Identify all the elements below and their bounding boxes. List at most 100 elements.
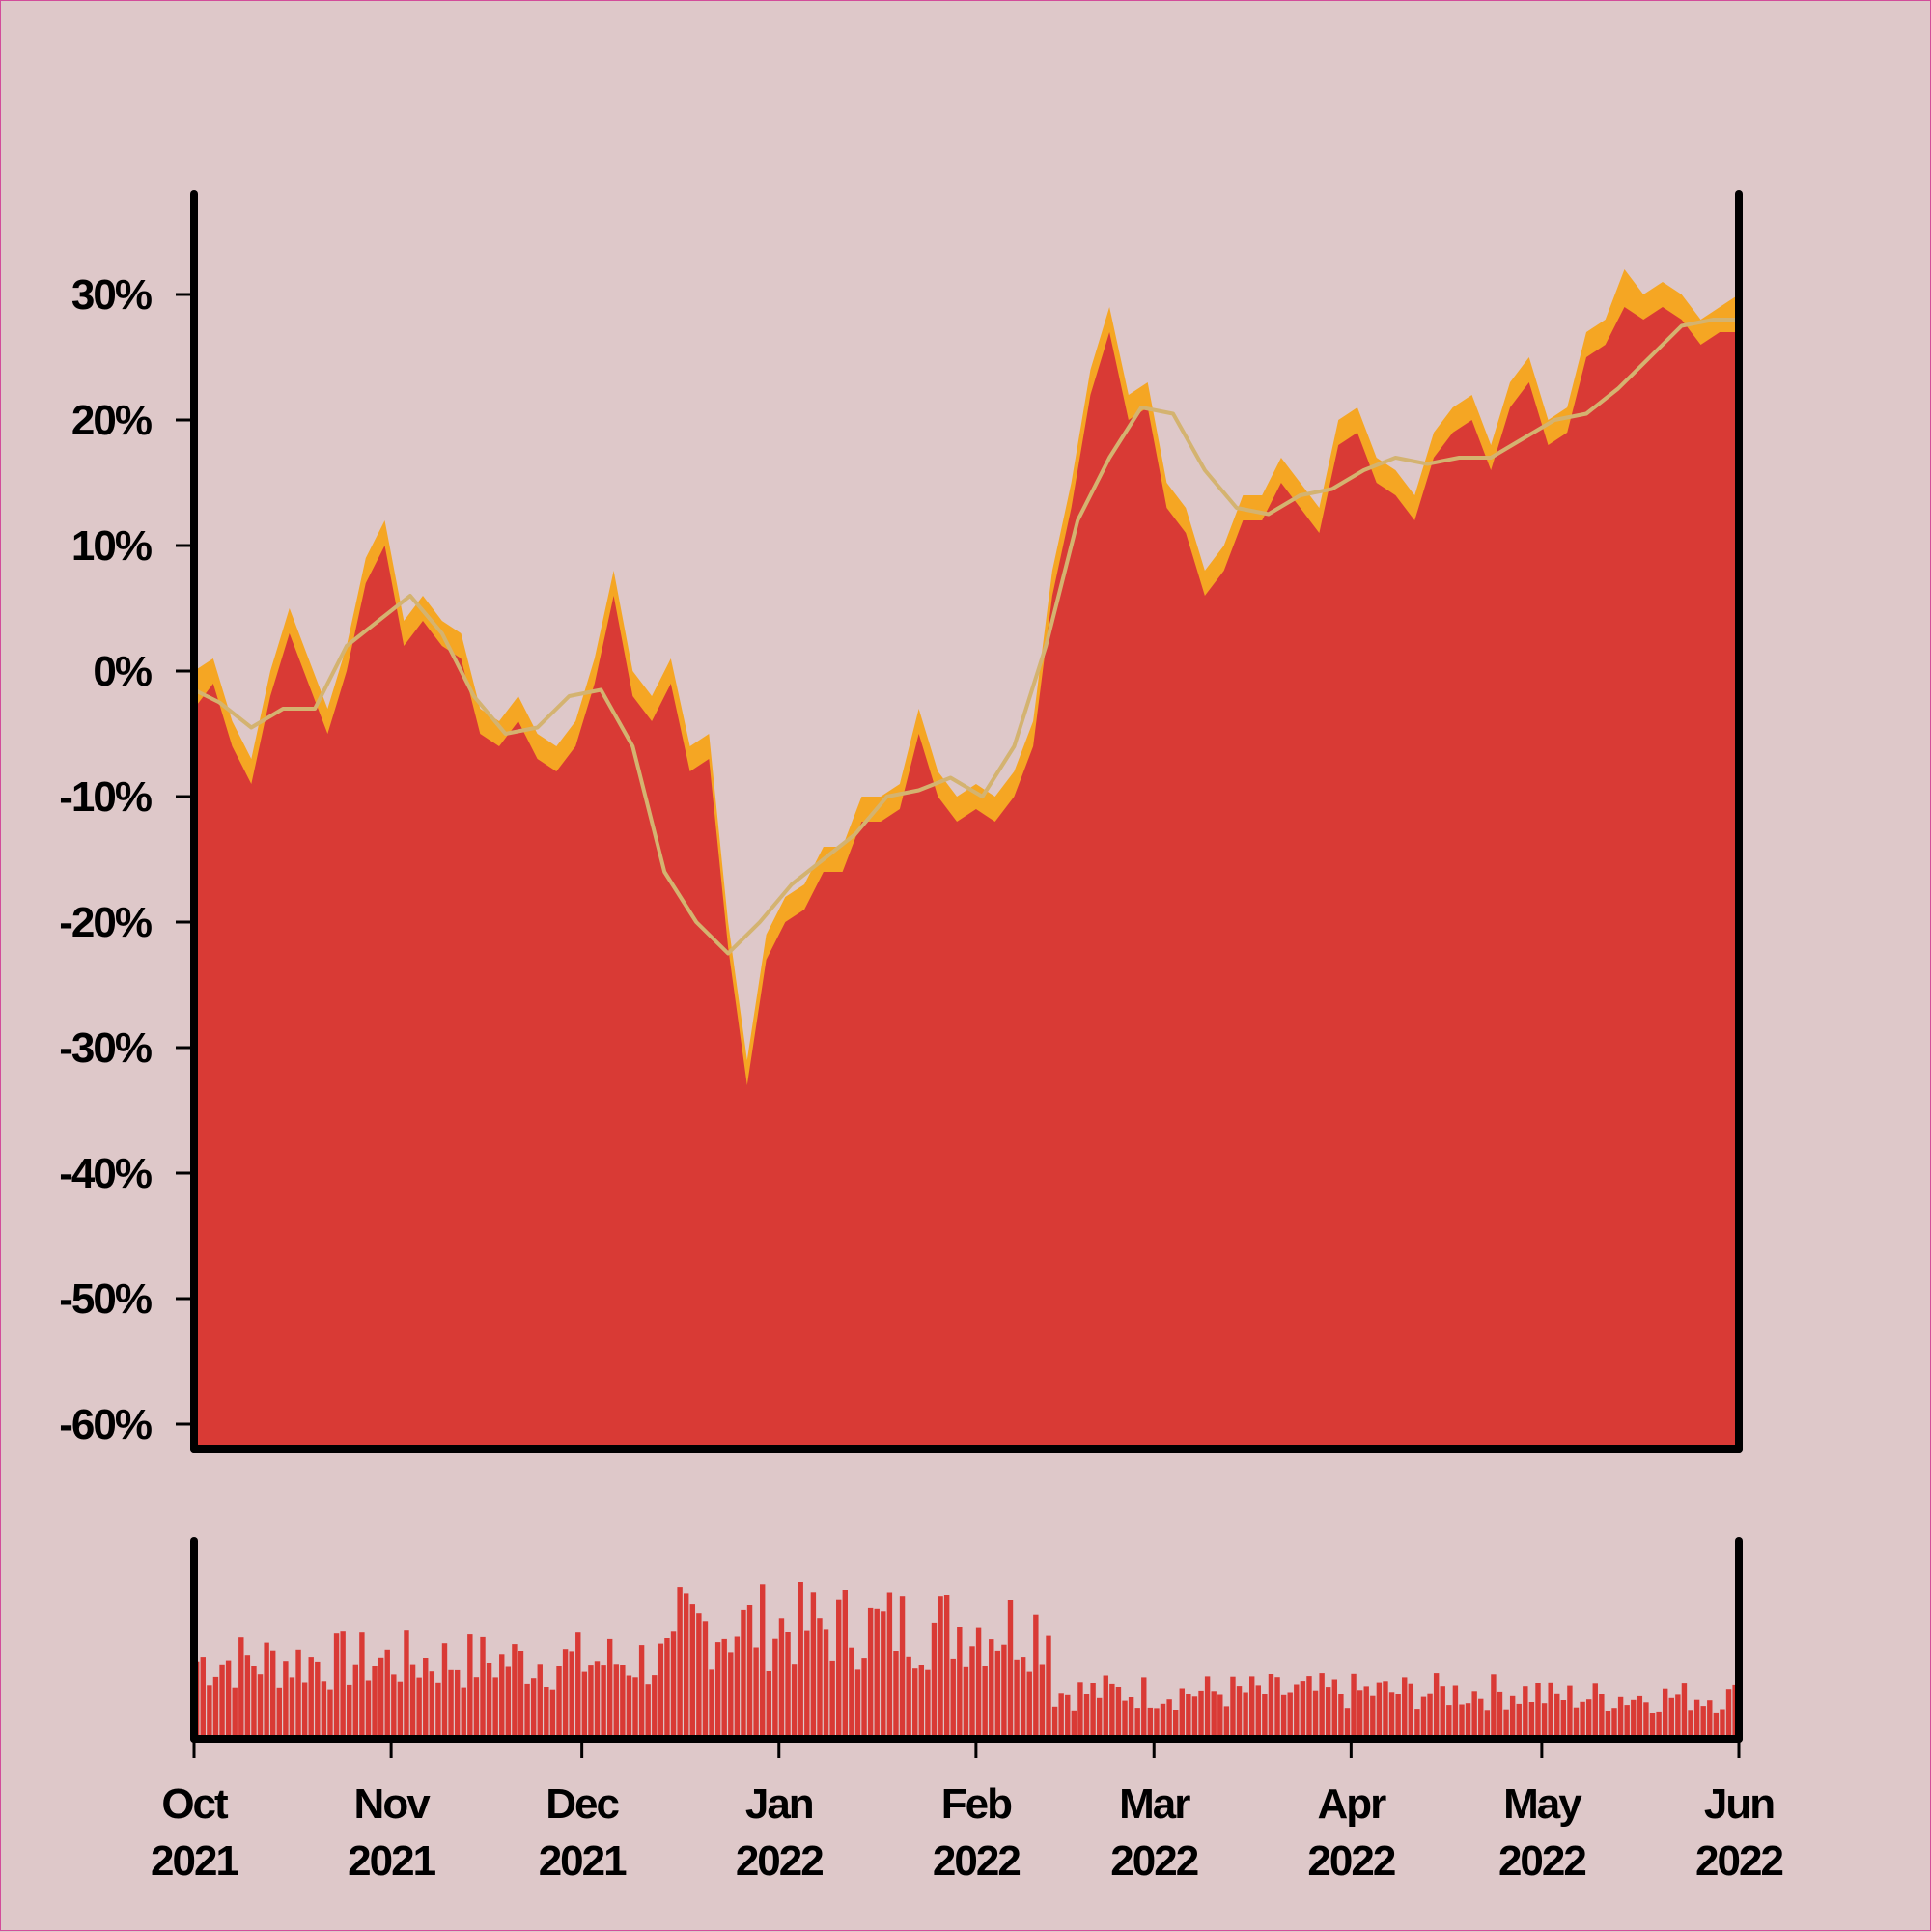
volume-bar [467, 1634, 473, 1739]
volume-bar [1643, 1702, 1649, 1739]
x-tick-month: May [1503, 1780, 1582, 1828]
volume-bar [1051, 1706, 1058, 1739]
volume-bar [684, 1593, 689, 1739]
volume-bar [810, 1592, 817, 1739]
volume-bar [1223, 1706, 1230, 1739]
x-tick-month: Mar [1119, 1780, 1190, 1828]
volume-bar [1427, 1693, 1433, 1739]
volume-bar [1725, 1689, 1732, 1739]
volume-bar [791, 1664, 798, 1739]
volume-bar [638, 1645, 645, 1739]
volume-bar [1026, 1671, 1032, 1739]
volume-bar [1370, 1695, 1376, 1739]
volume-bar [512, 1644, 518, 1739]
volume-bar [785, 1632, 791, 1739]
volume-bar [435, 1682, 441, 1739]
volume-bar [1440, 1686, 1445, 1739]
volume-bar [289, 1677, 295, 1739]
close-area [194, 307, 1739, 1449]
volume-bar [1268, 1674, 1274, 1739]
volume-bar [1230, 1676, 1236, 1739]
volume-bar [957, 1627, 963, 1739]
volume-bar [823, 1629, 829, 1739]
x-tick-month: Feb [941, 1780, 1012, 1828]
volume-bar [562, 1649, 569, 1739]
volume-bar [645, 1684, 651, 1739]
volume-bar [1166, 1699, 1172, 1739]
volume-bar [1631, 1699, 1637, 1739]
volume-bar [1020, 1657, 1026, 1739]
volume-bar [1160, 1703, 1166, 1739]
volume-bar [1484, 1710, 1491, 1739]
volume-bar [741, 1609, 746, 1739]
volume-bar [1103, 1675, 1108, 1739]
volume-bar [461, 1687, 466, 1739]
volume-bar [943, 1595, 950, 1739]
volume-bar [677, 1587, 683, 1739]
volume-bar [1326, 1687, 1331, 1739]
volume-bar [963, 1666, 969, 1739]
volume-bar [1204, 1676, 1211, 1739]
volume-bar [1300, 1681, 1306, 1739]
volume-bar [270, 1650, 276, 1739]
volume-bar [912, 1668, 918, 1739]
volume-bar [969, 1646, 975, 1739]
volume-bar [1383, 1681, 1388, 1739]
volume-bar [1033, 1614, 1039, 1739]
volume-bar [1503, 1709, 1509, 1739]
volume-bar [620, 1665, 626, 1739]
volume-bar [1567, 1685, 1573, 1739]
volume-bar [352, 1664, 359, 1739]
volume-bar [1649, 1713, 1656, 1739]
volume-bar [1668, 1697, 1674, 1739]
volume-bar [219, 1664, 225, 1739]
volume-bar [1141, 1677, 1147, 1739]
volume-bar [1357, 1690, 1363, 1739]
volume-bar [1535, 1683, 1541, 1739]
volume-bar [989, 1639, 994, 1739]
volume-bar [321, 1681, 327, 1739]
volume-bar [1592, 1683, 1598, 1739]
volume-bar [1083, 1694, 1090, 1739]
volume-bar [530, 1678, 537, 1739]
x-tick-year: 2022 [1695, 1837, 1782, 1885]
volume-bar [207, 1685, 212, 1739]
volume-bar [1452, 1685, 1459, 1739]
volume-bar [1554, 1693, 1560, 1739]
volume-bar [251, 1666, 257, 1739]
volume-bar [327, 1689, 333, 1739]
x-tick-year: 2022 [736, 1837, 823, 1885]
volume-bar [1433, 1673, 1440, 1739]
volume-bar [982, 1666, 988, 1739]
volume-bar [1523, 1686, 1528, 1739]
volume-bar [854, 1669, 861, 1739]
volume-bar [544, 1687, 549, 1739]
volume-bar [1065, 1694, 1071, 1739]
volume-bar [1408, 1683, 1414, 1739]
volume-bar [1688, 1710, 1693, 1739]
volume-bar [1331, 1679, 1337, 1739]
volume-bar [1179, 1688, 1185, 1739]
x-tick-month: Apr [1317, 1780, 1386, 1828]
volume-bar [975, 1627, 982, 1739]
volume-bar [1363, 1686, 1369, 1739]
volume-bar [1243, 1692, 1248, 1739]
volume-bar [670, 1631, 677, 1739]
volume-bar [1388, 1692, 1395, 1739]
volume-bar [257, 1674, 264, 1739]
volume-bar [721, 1638, 727, 1739]
volume-bar [518, 1651, 524, 1739]
volume-bar [492, 1677, 498, 1739]
volume-bar [244, 1655, 251, 1739]
volume-panel: Oct 2021 Nov 2021 Dec 2021 Jan 2022 Feb 2022 Mar 20… [151, 1537, 1784, 1885]
volume-bar [372, 1666, 378, 1739]
y-tick-label: -20% [59, 899, 152, 946]
volume-bar [524, 1683, 530, 1739]
volume-bar [606, 1638, 613, 1739]
x-tick-year: 2021 [348, 1837, 435, 1885]
volume-bar [200, 1657, 206, 1739]
volume-bar [575, 1632, 581, 1739]
volume-bar [829, 1660, 835, 1739]
volume-bar [1420, 1696, 1427, 1739]
